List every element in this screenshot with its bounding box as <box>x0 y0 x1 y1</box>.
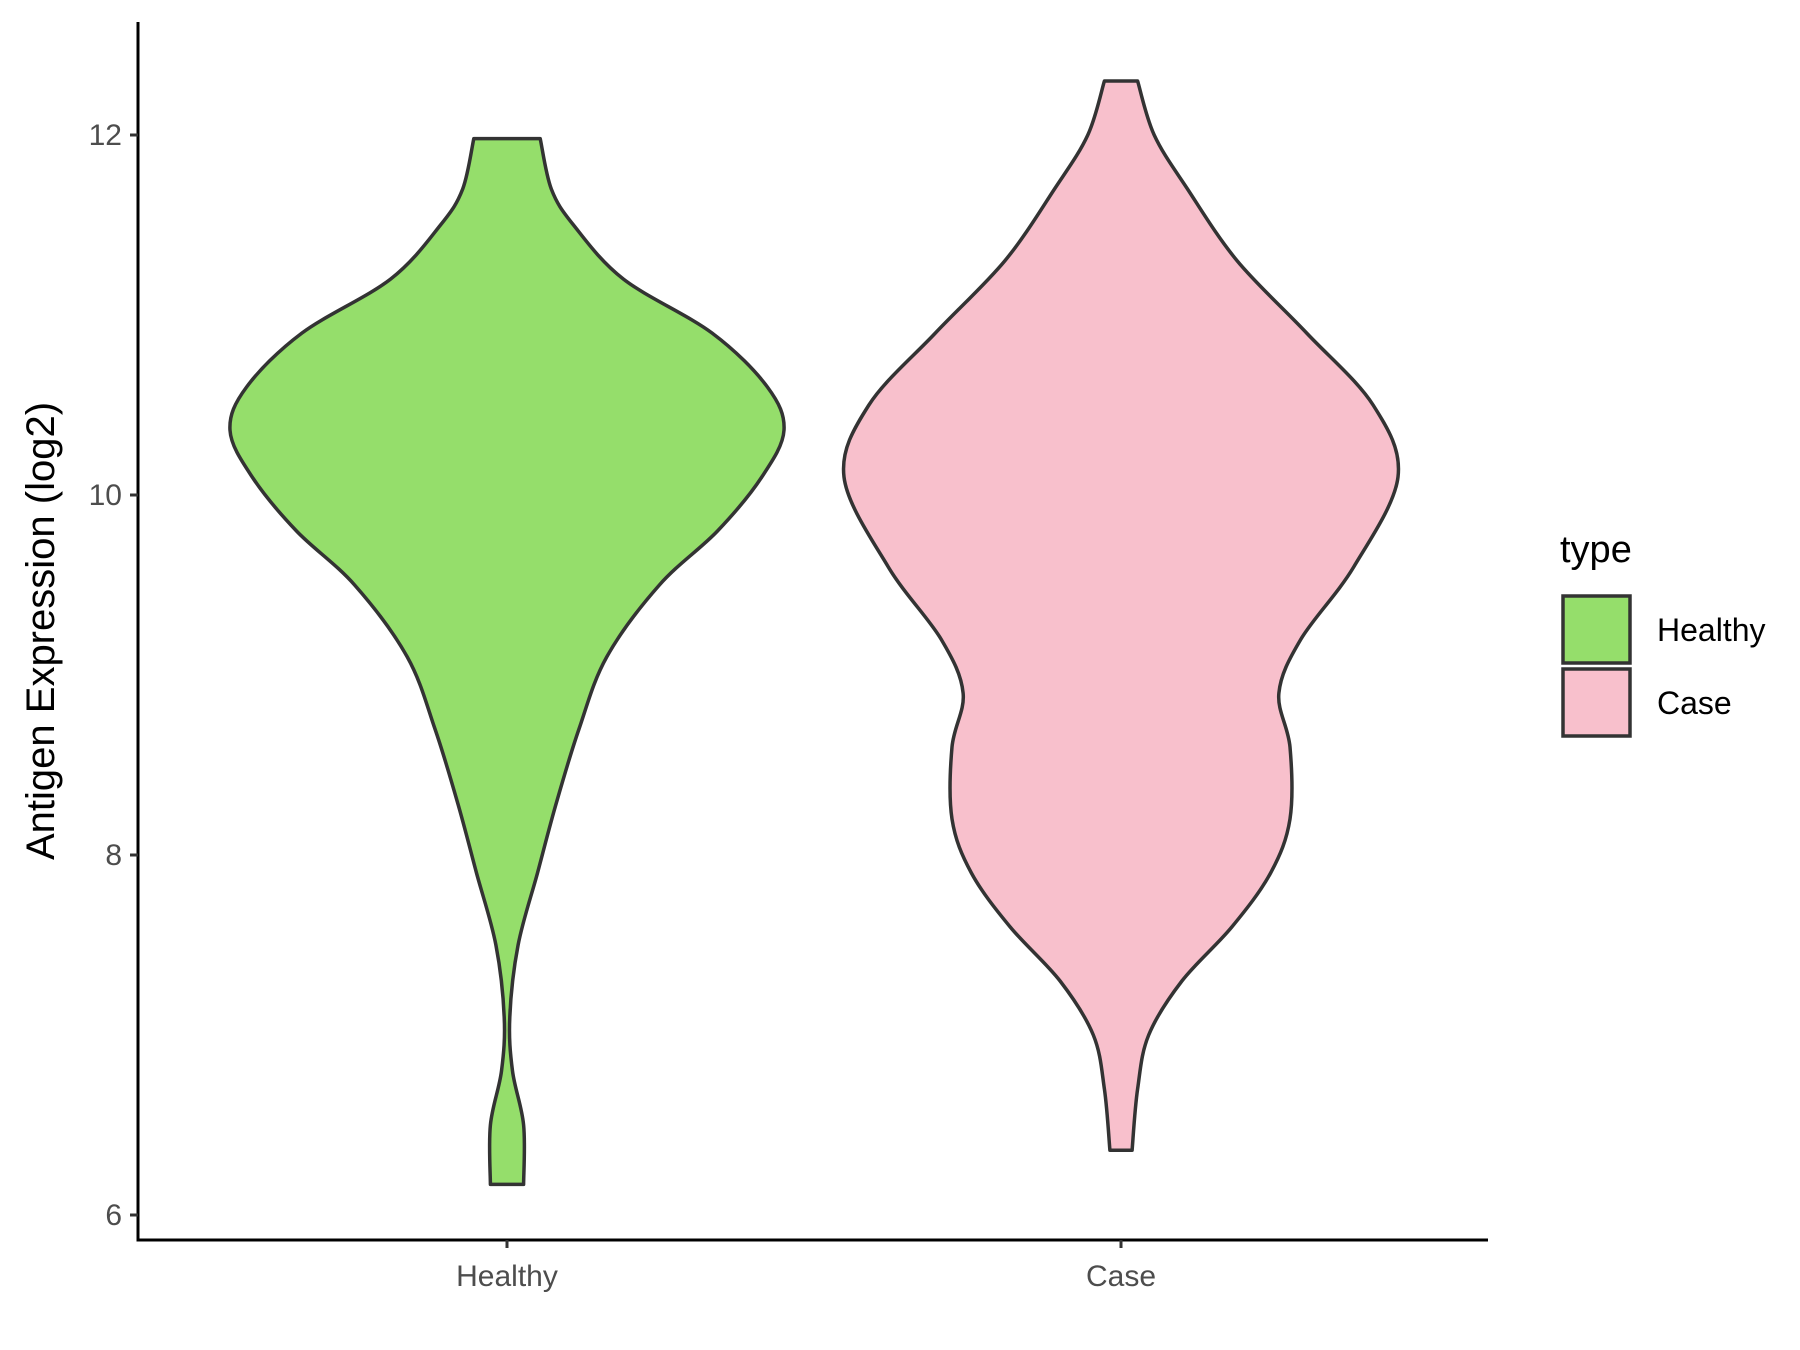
y-tick-label: 12 <box>89 119 122 152</box>
violins-layer <box>228 79 1401 1187</box>
x-tick-label: Healthy <box>456 1260 558 1293</box>
violin-case <box>841 79 1401 1152</box>
y-axis-title: Antigen Expression (log2) <box>19 402 63 860</box>
legend-label-case: Case <box>1657 685 1732 721</box>
legend-label-healthy: Healthy <box>1657 612 1766 648</box>
y-tick-label: 6 <box>105 1199 122 1232</box>
y-tick-label: 8 <box>105 839 122 872</box>
x-ticks: Healthy Case <box>456 1240 1156 1293</box>
legend-swatch-case <box>1561 667 1632 738</box>
violin-healthy <box>228 136 786 1187</box>
x-tick-label: Case <box>1086 1260 1156 1293</box>
legend-title: type <box>1560 529 1632 571</box>
legend: type Healthy Case <box>1560 529 1766 738</box>
legend-swatch-healthy <box>1561 594 1632 665</box>
y-tick-label: 10 <box>89 479 122 512</box>
y-ticks: 6 8 10 12 <box>89 119 138 1232</box>
